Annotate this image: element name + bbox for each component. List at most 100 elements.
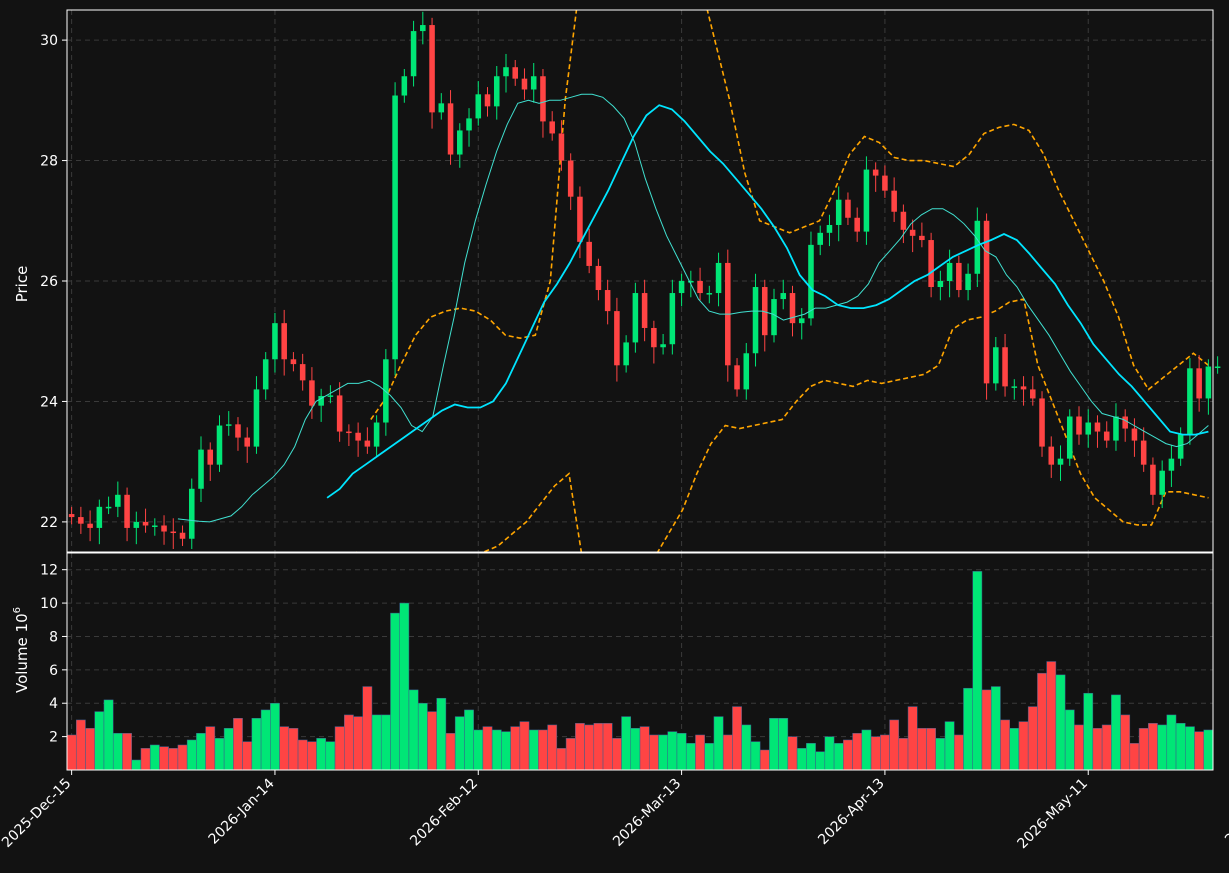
candle-body	[761, 287, 768, 336]
candle-body	[540, 76, 546, 122]
volume-bar	[630, 728, 641, 771]
candle-body	[512, 67, 519, 79]
candle-body	[1168, 458, 1175, 471]
volume-bar	[778, 718, 789, 771]
candle-body	[1030, 389, 1036, 399]
volume-bar	[214, 738, 225, 771]
candle-body	[909, 229, 916, 236]
volume-bar	[1000, 719, 1010, 771]
candle-body	[882, 175, 888, 191]
volume-bar	[889, 719, 900, 771]
candle-body	[1048, 446, 1055, 465]
candle-body	[1094, 422, 1101, 432]
candle-body	[188, 488, 195, 539]
volume-bar	[667, 731, 678, 771]
candle-body	[983, 220, 990, 384]
volume-bar	[880, 734, 890, 771]
candle-body	[420, 25, 426, 32]
volume-bar	[112, 733, 123, 771]
volume-bar	[953, 734, 964, 771]
volume-bar	[196, 733, 206, 771]
volume-bar	[1185, 726, 1195, 771]
volume-bar	[1129, 743, 1140, 771]
candle-body	[1066, 416, 1073, 459]
volume-bar	[445, 733, 456, 771]
candle-body	[567, 160, 574, 197]
candle-body	[262, 359, 269, 390]
volume-bar	[1120, 714, 1131, 771]
volume-tick-label: 10	[40, 596, 58, 612]
candle-body	[660, 344, 666, 348]
candle-body	[1122, 416, 1128, 429]
candle-body	[586, 241, 592, 266]
candle-body	[900, 211, 907, 230]
candle-body	[706, 293, 713, 295]
candle-body	[1113, 416, 1119, 441]
candle-body	[697, 281, 703, 294]
candle-body	[235, 424, 241, 438]
candle-body	[1039, 398, 1045, 447]
candle-body	[604, 290, 611, 312]
volume-bar	[297, 739, 308, 771]
candle-body	[651, 327, 657, 348]
candle-body	[124, 494, 130, 528]
price-tick-label: 30	[40, 33, 58, 49]
volume-bar	[593, 723, 604, 771]
volume-bar	[852, 733, 863, 771]
candle-body	[817, 232, 823, 245]
candle-body	[272, 323, 278, 360]
candle-body	[688, 281, 694, 283]
candle-body	[373, 422, 380, 447]
candle-body	[1011, 386, 1018, 388]
candle-body	[937, 281, 944, 288]
volume-bar	[380, 714, 391, 771]
candle-body	[327, 395, 334, 397]
candle-body	[466, 118, 472, 131]
band-lines	[355, 10, 1209, 552]
candle-body	[161, 525, 167, 532]
volume-bar	[750, 741, 761, 771]
price-y-ticks: 22 24 26 28 30	[40, 33, 67, 531]
candle-body	[1103, 431, 1110, 441]
volume-bar	[464, 709, 474, 771]
volume-bar	[223, 728, 234, 771]
volume-bar	[602, 723, 613, 771]
candle-body	[521, 78, 528, 90]
candle-body	[484, 94, 491, 107]
candle-body	[919, 235, 925, 241]
volume-bar	[473, 729, 484, 771]
price-tick-label: 26	[40, 274, 58, 290]
volume-bar	[917, 728, 927, 771]
candle-body	[771, 299, 777, 336]
volume-bar	[1055, 674, 1066, 771]
volume-bar	[584, 724, 595, 771]
volume-bar	[972, 571, 983, 771]
volume-bar	[251, 718, 262, 771]
volume-bar	[94, 711, 105, 771]
volume-bar	[898, 738, 909, 771]
candle-body	[558, 133, 565, 161]
upper-band-line	[370, 10, 1209, 420]
volume-bar	[307, 741, 317, 771]
volume-bar	[1101, 724, 1112, 771]
candle-body	[225, 424, 232, 426]
volume-bar	[806, 743, 816, 771]
volume-tick-label: 6	[49, 663, 58, 679]
volume-bar	[1166, 714, 1177, 771]
volume-bar	[556, 748, 567, 771]
volume-bar	[695, 734, 705, 771]
volume-bar	[242, 741, 253, 771]
candle-body	[438, 103, 445, 113]
volume-bar	[75, 719, 86, 771]
volume-bar	[131, 759, 142, 771]
candle-body	[549, 121, 555, 134]
candle-body	[216, 425, 223, 465]
volume-bar	[1083, 692, 1094, 771]
candle-body	[1205, 366, 1212, 399]
candle-body	[965, 273, 971, 291]
volume-bar	[787, 736, 798, 771]
candlesticks	[68, 11, 1221, 549]
candle-body	[68, 514, 75, 518]
volume-bar	[963, 687, 973, 771]
